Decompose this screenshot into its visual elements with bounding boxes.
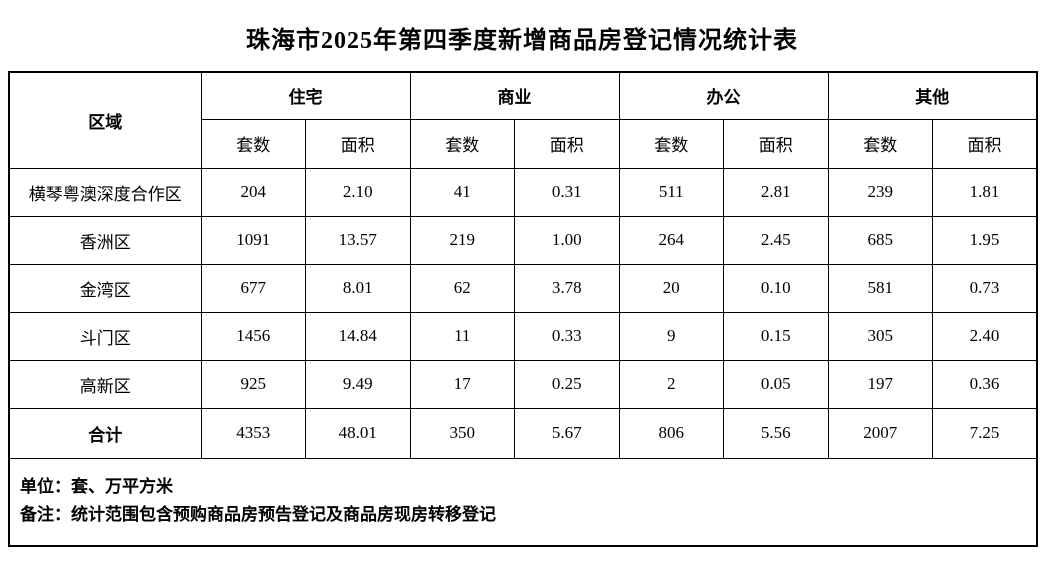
header-sub-row: 套数 面积 套数 面积 套数 面积 套数 面积 xyxy=(9,118,1038,169)
value-cell: 305 xyxy=(827,311,933,361)
value-cell: 1456 xyxy=(200,311,306,361)
value-cell: 4353 xyxy=(200,407,306,459)
value-cell: 20 xyxy=(618,263,724,313)
column-group-other: 其他 xyxy=(827,71,1038,120)
value-cell: 9.49 xyxy=(305,359,411,409)
value-cell: 204 xyxy=(200,167,306,217)
housing-stats-table: 区域 住宅 商业 办公 其他 套数 面积 套数 面积 套数 面积 套数 面积 横… xyxy=(8,71,1038,547)
subheader-other-units: 套数 xyxy=(827,118,933,169)
value-cell: 13.57 xyxy=(305,215,411,265)
value-cell: 5.67 xyxy=(514,407,620,459)
page-title: 珠海市2025年第四季度新增商品房登记情况统计表 xyxy=(246,28,798,54)
value-cell: 1091 xyxy=(200,215,306,265)
value-cell: 41 xyxy=(409,167,515,217)
value-cell: 1.81 xyxy=(932,167,1038,217)
column-group-residential: 住宅 xyxy=(200,71,411,120)
value-cell: 2007 xyxy=(827,407,933,459)
table-row-xiangzhou: 香洲区 1091 13.57 219 1.00 264 2.45 685 1.9… xyxy=(8,215,1038,265)
value-cell: 197 xyxy=(827,359,933,409)
value-cell: 2.45 xyxy=(723,215,829,265)
value-cell: 0.15 xyxy=(723,311,829,361)
unit-note: 单位：套、万平方米 xyxy=(20,476,173,496)
region-cell: 高新区 xyxy=(8,359,202,409)
region-cell: 金湾区 xyxy=(8,263,202,313)
value-cell: 239 xyxy=(827,167,933,217)
value-cell: 0.25 xyxy=(514,359,620,409)
value-cell: 3.78 xyxy=(514,263,620,313)
table-row-total: 合计 4353 48.01 350 5.67 806 5.56 2007 7.2… xyxy=(8,407,1038,459)
value-cell: 62 xyxy=(409,263,515,313)
subheader-other-area: 面积 xyxy=(932,118,1038,169)
region-cell: 横琴粤澳深度合作区 xyxy=(8,167,202,217)
value-cell: 0.33 xyxy=(514,311,620,361)
value-cell: 2.81 xyxy=(723,167,829,217)
value-cell: 14.84 xyxy=(305,311,411,361)
value-cell: 0.73 xyxy=(932,263,1038,313)
column-group-commercial: 商业 xyxy=(409,71,620,120)
header-group-row: 区域 住宅 商业 办公 其他 xyxy=(8,71,1038,169)
value-cell: 2.10 xyxy=(305,167,411,217)
subheader-residential-area: 面积 xyxy=(305,118,411,169)
footnote-cell: 单位：套、万平方米 备注：统计范围包含预购商品房预告登记及商品房现房转移登记 xyxy=(8,457,1038,547)
total-label-cell: 合计 xyxy=(8,407,202,459)
subheader-office-units: 套数 xyxy=(618,118,724,169)
value-cell: 17 xyxy=(409,359,515,409)
column-group-office: 办公 xyxy=(618,71,829,120)
table-row-jinwan: 金湾区 677 8.01 62 3.78 20 0.10 581 0.73 xyxy=(8,263,1038,313)
value-cell: 925 xyxy=(200,359,306,409)
table-footnote-row: 单位：套、万平方米 备注：统计范围包含预购商品房预告登记及商品房现房转移登记 xyxy=(8,457,1038,547)
value-cell: 0.10 xyxy=(723,263,829,313)
value-cell: 1.95 xyxy=(932,215,1038,265)
table-row-hengqin: 横琴粤澳深度合作区 204 2.10 41 0.31 511 2.81 239 … xyxy=(8,167,1038,217)
region-cell: 斗门区 xyxy=(8,311,202,361)
value-cell: 2 xyxy=(618,359,724,409)
region-cell: 香洲区 xyxy=(8,215,202,265)
value-cell: 685 xyxy=(827,215,933,265)
value-cell: 9 xyxy=(618,311,724,361)
value-cell: 264 xyxy=(618,215,724,265)
table-row-gaoxin: 高新区 925 9.49 17 0.25 2 0.05 197 0.36 xyxy=(8,359,1038,409)
column-header-region: 区域 xyxy=(8,71,202,169)
value-cell: 806 xyxy=(618,407,724,459)
value-cell: 8.01 xyxy=(305,263,411,313)
remark-note: 备注：统计范围包含预购商品房预告登记及商品房现房转移登记 xyxy=(20,504,496,524)
value-cell: 1.00 xyxy=(514,215,620,265)
subheader-commercial-units: 套数 xyxy=(409,118,515,169)
subheader-residential-units: 套数 xyxy=(200,118,306,169)
value-cell: 5.56 xyxy=(723,407,829,459)
value-cell: 0.31 xyxy=(514,167,620,217)
value-cell: 219 xyxy=(409,215,515,265)
value-cell: 0.05 xyxy=(723,359,829,409)
table-row-doumen: 斗门区 1456 14.84 11 0.33 9 0.15 305 2.40 xyxy=(8,311,1038,361)
value-cell: 677 xyxy=(200,263,306,313)
subheader-office-area: 面积 xyxy=(723,118,829,169)
value-cell: 581 xyxy=(827,263,933,313)
subheader-commercial-area: 面积 xyxy=(514,118,620,169)
value-cell: 2.40 xyxy=(932,311,1038,361)
value-cell: 48.01 xyxy=(305,407,411,459)
value-cell: 511 xyxy=(618,167,724,217)
value-cell: 0.36 xyxy=(932,359,1038,409)
value-cell: 11 xyxy=(409,311,515,361)
value-cell: 7.25 xyxy=(932,407,1038,459)
value-cell: 350 xyxy=(409,407,515,459)
